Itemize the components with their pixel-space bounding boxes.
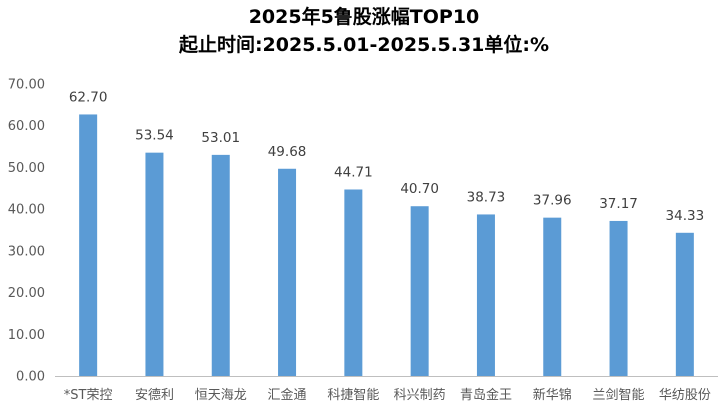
data-labels: 62.70 53.54 53.01 49.68 44.71 40.70 38.73 37.96… bbox=[69, 89, 704, 223]
y-tick-label: 0.00 bbox=[16, 370, 45, 385]
category-labels: *ST荣控 安德利 恒天海龙 汇金通 科捷智能 科兴制药 青岛金王 新华锦 兰剑智能 华纺股份 bbox=[64, 387, 711, 403]
y-tick-label: 40.00 bbox=[8, 203, 45, 218]
category-label: *ST荣控 bbox=[64, 388, 113, 403]
bar-3 bbox=[211, 154, 230, 376]
category-label: 青岛金王 bbox=[460, 387, 512, 403]
data-label: 53.54 bbox=[135, 128, 174, 144]
category-label: 科捷智能 bbox=[327, 388, 379, 403]
bar-5 bbox=[344, 189, 363, 376]
chart-title: 2025年5鲁股涨幅TOP10 bbox=[249, 5, 480, 28]
data-label: 37.96 bbox=[533, 193, 572, 209]
bar-6 bbox=[410, 206, 429, 376]
y-tick-label: 70.00 bbox=[8, 78, 45, 93]
bar-8 bbox=[543, 217, 562, 376]
bar-2 bbox=[145, 152, 164, 376]
category-label: 安德利 bbox=[135, 388, 174, 403]
y-tick-label: 10.00 bbox=[8, 328, 45, 343]
data-label: 34.33 bbox=[666, 208, 705, 224]
y-tick-label: 60.00 bbox=[8, 119, 45, 134]
category-label: 恒天海龙 bbox=[195, 388, 247, 403]
data-label: 53.01 bbox=[201, 130, 240, 146]
category-label: 华纺股份 bbox=[659, 388, 711, 403]
y-tick-label: 20.00 bbox=[8, 286, 45, 301]
bar-7 bbox=[476, 214, 495, 376]
bars bbox=[79, 114, 694, 377]
data-label: 40.70 bbox=[400, 181, 439, 197]
bar-9 bbox=[609, 220, 628, 376]
data-label: 49.68 bbox=[268, 144, 307, 160]
y-axis: 0.00 10.00 20.00 30.00 40.00 50.00 60.00 70.00 bbox=[8, 78, 45, 385]
y-tick-label: 30.00 bbox=[8, 244, 45, 259]
category-label: 兰剑智能 bbox=[593, 387, 645, 403]
bar-1 bbox=[79, 114, 98, 377]
data-label: 38.73 bbox=[467, 189, 506, 205]
y-tick-label: 50.00 bbox=[8, 161, 45, 176]
data-label: 44.71 bbox=[334, 164, 373, 180]
data-label: 62.70 bbox=[69, 89, 108, 105]
data-label: 37.17 bbox=[599, 196, 638, 212]
bar-4 bbox=[278, 168, 297, 376]
category-label: 汇金通 bbox=[268, 387, 307, 403]
bar-10 bbox=[675, 232, 694, 376]
chart-subtitle: 起止时间:2025.5.01-2025.5.31单位:% bbox=[178, 33, 549, 56]
category-label: 新华锦 bbox=[533, 387, 572, 403]
category-label: 科兴制药 bbox=[394, 388, 446, 403]
